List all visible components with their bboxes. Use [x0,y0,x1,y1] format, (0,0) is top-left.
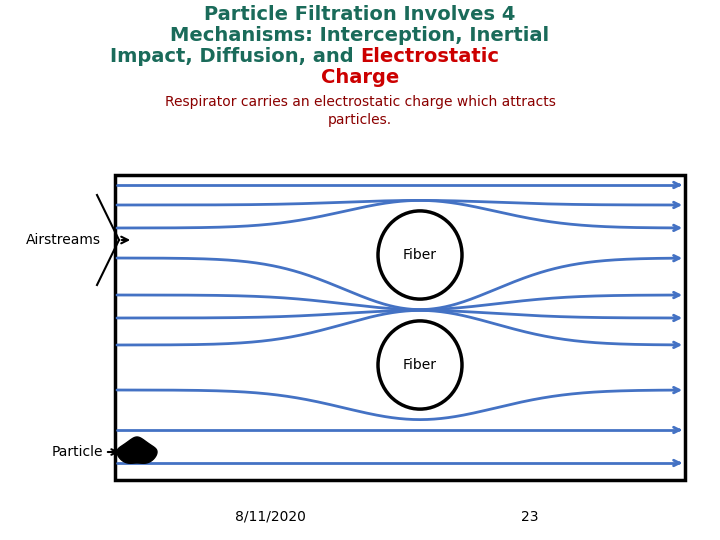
Text: Charge: Charge [321,68,399,87]
Text: Impact, Diffusion, and: Impact, Diffusion, and [109,47,360,66]
Ellipse shape [378,211,462,299]
Text: Particle Filtration Involves 4: Particle Filtration Involves 4 [204,5,516,24]
Text: Respirator carries an electrostatic charge which attracts
particles.: Respirator carries an electrostatic char… [165,95,555,127]
Text: Mechanisms: Interception, Inertial: Mechanisms: Interception, Inertial [171,26,549,45]
Text: 23: 23 [521,510,539,524]
Bar [115,175,685,480]
Text: 8/11/2020: 8/11/2020 [235,510,305,524]
Text: Electrostatic: Electrostatic [360,47,499,66]
Ellipse shape [378,321,462,409]
Text: Fiber: Fiber [403,358,437,372]
Text: Airstreams: Airstreams [26,233,101,247]
Text: Fiber: Fiber [403,248,437,262]
Text: Particle: Particle [52,445,103,459]
Polygon shape [117,437,157,463]
